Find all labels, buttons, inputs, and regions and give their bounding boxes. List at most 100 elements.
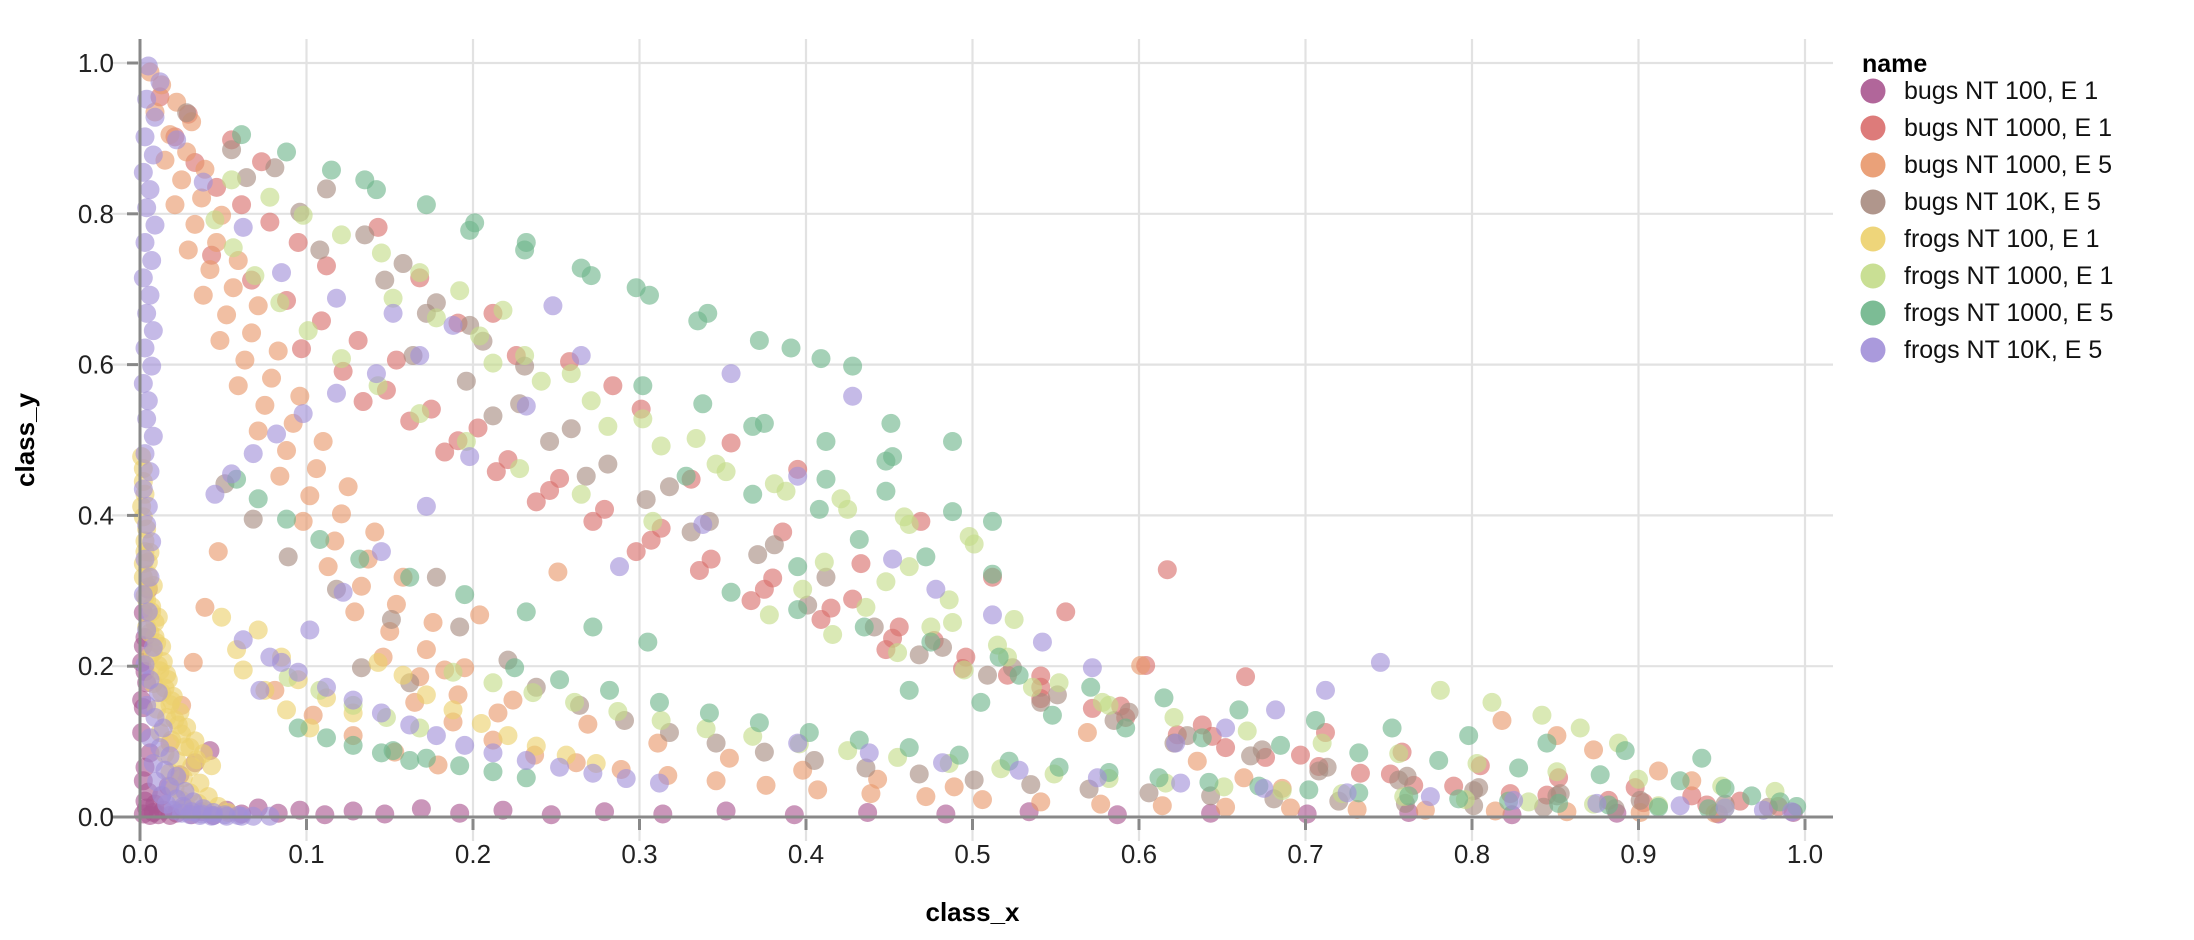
data-point — [456, 432, 476, 452]
legend-item[interactable]: frogs NT 100, E 1 — [1860, 225, 2100, 253]
data-point — [809, 499, 829, 519]
data-point — [1537, 733, 1557, 753]
data-point — [759, 605, 779, 625]
y-tick-label: 1.0 — [78, 48, 114, 78]
y-tick-label: 0.6 — [78, 350, 114, 380]
legend-swatch[interactable] — [1860, 337, 1886, 363]
data-point — [242, 323, 262, 343]
data-point — [639, 285, 659, 305]
legend-swatch[interactable] — [1860, 115, 1886, 141]
data-point — [260, 212, 280, 232]
legend-swatch[interactable] — [1860, 263, 1886, 289]
legend-item[interactable]: frogs NT 1000, E 1 — [1860, 262, 2114, 290]
legend-item[interactable]: bugs NT 10K, E 5 — [1860, 188, 2101, 216]
data-point — [135, 232, 155, 252]
data-point — [578, 714, 598, 734]
data-point — [455, 585, 475, 605]
data-point — [1199, 772, 1219, 792]
data-point — [290, 800, 310, 820]
data-point — [1031, 792, 1051, 812]
data-point — [133, 268, 153, 288]
data-point — [899, 738, 919, 758]
legend-swatch[interactable] — [1860, 189, 1886, 215]
data-point — [183, 652, 203, 672]
data-point — [1049, 757, 1069, 777]
data-point — [1429, 750, 1449, 770]
data-point — [741, 591, 761, 611]
data-point — [137, 303, 157, 323]
data-point — [550, 757, 570, 777]
data-point — [233, 630, 253, 650]
legend-item[interactable]: bugs NT 1000, E 5 — [1860, 151, 2113, 179]
data-point — [858, 802, 878, 822]
data-point — [343, 690, 363, 710]
data-point — [333, 582, 353, 602]
data-point — [138, 56, 158, 76]
data-point — [313, 432, 333, 452]
data-point — [133, 479, 153, 499]
data-point — [1430, 680, 1450, 700]
data-point — [982, 605, 1002, 625]
legend-item[interactable]: bugs NT 1000, E 1 — [1860, 114, 2113, 142]
data-point — [1077, 723, 1097, 743]
legend-label: frogs NT 1000, E 1 — [1904, 262, 2113, 290]
data-point — [138, 391, 158, 411]
data-point — [1504, 790, 1524, 810]
data-point — [393, 254, 413, 274]
legend-swatch[interactable] — [1860, 226, 1886, 252]
data-point — [1584, 740, 1604, 760]
data-point — [167, 130, 187, 150]
data-point — [133, 373, 153, 393]
data-point — [776, 481, 796, 501]
data-point — [143, 426, 163, 446]
data-point — [145, 215, 165, 235]
data-point — [140, 567, 160, 587]
legend-item[interactable]: bugs NT 100, E 1 — [1860, 77, 2099, 105]
data-point — [1042, 705, 1062, 725]
data-point — [843, 386, 863, 406]
data-point — [351, 576, 371, 596]
data-point — [1492, 710, 1512, 730]
data-point — [277, 142, 297, 162]
data-point — [292, 339, 311, 359]
data-point — [600, 680, 620, 700]
x-tick-label: 0.2 — [455, 839, 491, 869]
legend-swatch[interactable] — [1860, 300, 1886, 326]
data-point — [293, 205, 313, 225]
data-point — [460, 447, 480, 467]
data-point — [854, 617, 874, 637]
data-point — [375, 270, 395, 290]
data-point — [400, 567, 420, 587]
legend-item[interactable]: frogs NT 1000, E 5 — [1860, 299, 2114, 327]
legend-swatch[interactable] — [1860, 78, 1886, 104]
data-point — [471, 714, 491, 733]
data-point — [443, 662, 463, 682]
legend-swatch[interactable] — [1860, 152, 1886, 178]
data-point — [426, 726, 446, 746]
data-point — [808, 780, 828, 800]
data-point — [510, 459, 530, 479]
data-point — [262, 368, 282, 388]
data-point — [217, 305, 237, 325]
data-point — [781, 338, 801, 358]
data-point — [649, 773, 669, 793]
data-point — [754, 579, 774, 599]
data-point — [288, 662, 308, 682]
data-point — [651, 436, 671, 456]
data-point — [1166, 733, 1186, 753]
legend-item[interactable]: frogs NT 10K, E 5 — [1860, 336, 2103, 364]
data-point — [140, 285, 160, 305]
data-point — [1670, 771, 1690, 791]
data-point — [371, 743, 391, 763]
data-point — [1171, 773, 1191, 793]
data-point — [1467, 753, 1487, 773]
data-point — [426, 308, 446, 328]
data-point — [316, 256, 336, 276]
data-point — [1347, 799, 1367, 819]
data-point — [448, 685, 468, 705]
tick-labels: 0.0 0.1 0.2 0.3 0.4 0.5 0.6 0.7 0.8 0.9 1.0 0.0 0.2 0… — [78, 48, 1823, 869]
data-point — [326, 288, 346, 308]
data-point — [205, 484, 225, 504]
data-point — [1590, 765, 1610, 785]
data-point — [248, 296, 268, 316]
